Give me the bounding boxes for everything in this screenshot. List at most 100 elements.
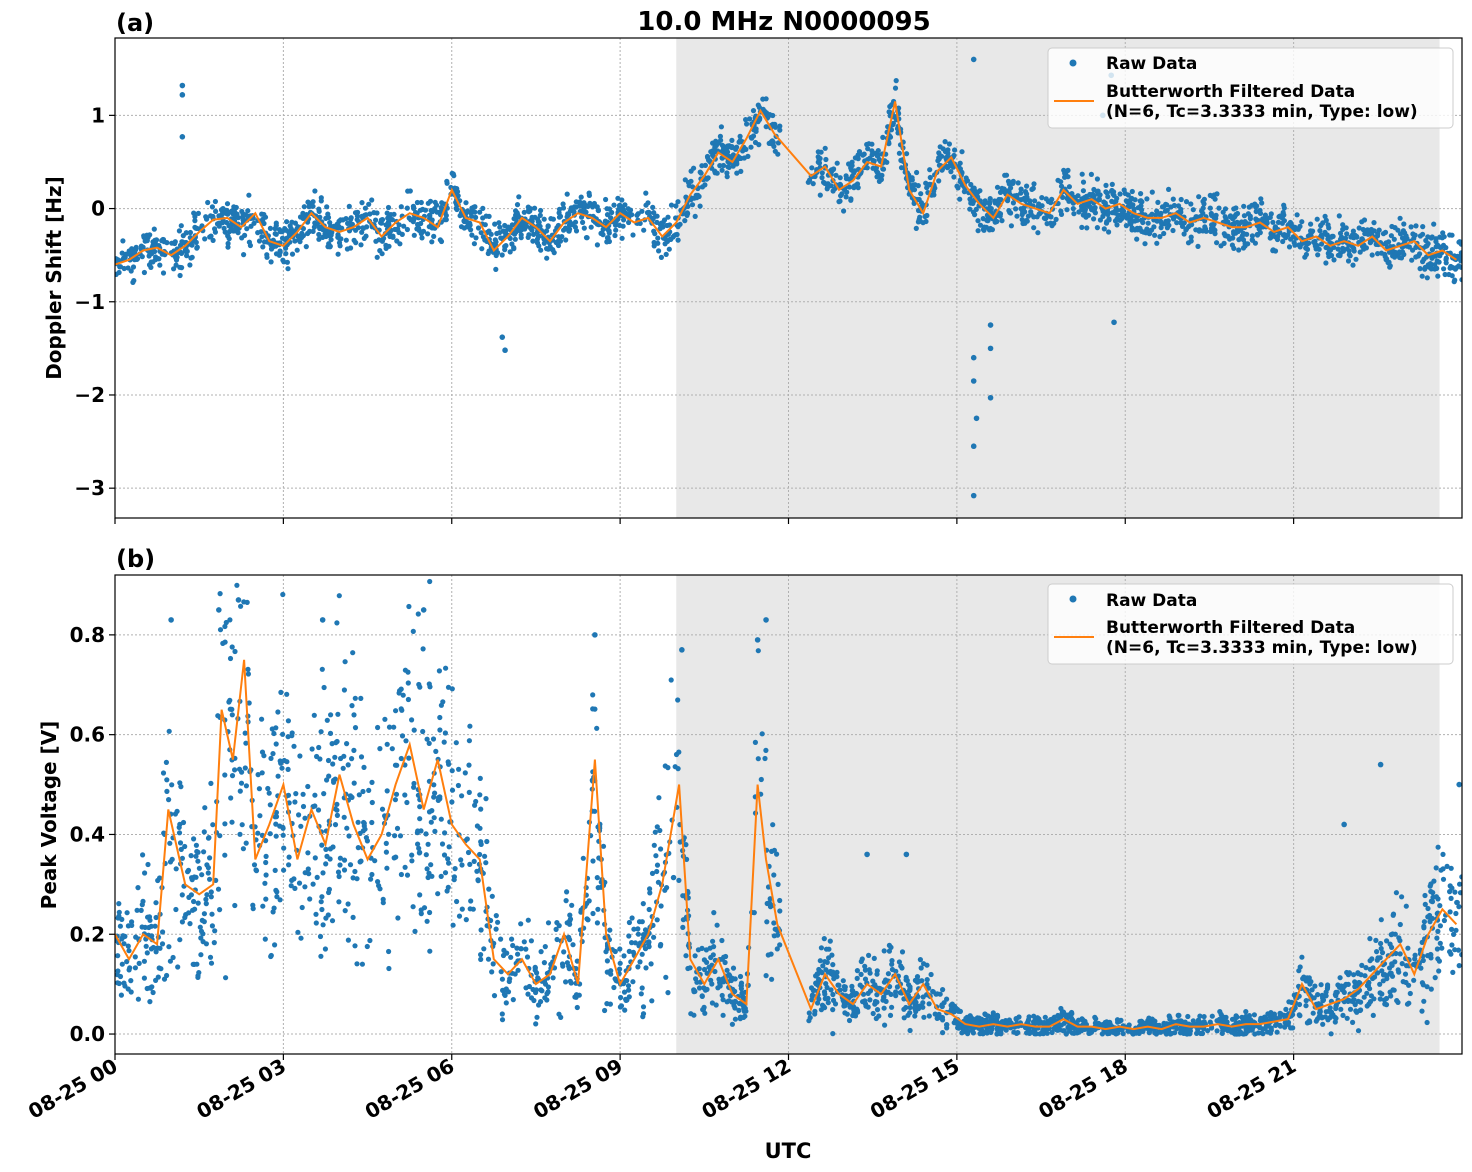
panel-a-raw-point xyxy=(675,199,681,205)
panel-b-raw-point xyxy=(302,815,308,821)
panel-a-raw-point xyxy=(605,235,611,241)
panel-b-raw-point xyxy=(239,822,245,828)
panel-b-raw-point xyxy=(398,706,404,712)
panel-a-raw-point xyxy=(641,227,647,233)
panel-b-grid xyxy=(114,575,1462,1054)
panel-a-raw-point xyxy=(996,197,1002,203)
panel-b-raw-point xyxy=(209,923,215,929)
panel-a-raw-point xyxy=(485,250,491,257)
panel-a-raw-point xyxy=(621,217,627,223)
panel-b-raw-point xyxy=(406,603,412,610)
panel-a-raw-point xyxy=(1397,231,1404,237)
panel-b-raw-point xyxy=(1399,894,1405,900)
panel-a-raw-point xyxy=(612,232,618,239)
panel-a-raw-point xyxy=(344,246,350,252)
panel-a-raw-point xyxy=(1401,221,1407,227)
panel-a-raw-point xyxy=(729,144,735,150)
panel-b-raw-point xyxy=(777,908,783,914)
panel-b-raw-point xyxy=(157,875,163,881)
panel-b-raw-point xyxy=(1418,965,1424,971)
panel-a-raw-point xyxy=(1103,182,1109,188)
panel-a-raw-point xyxy=(502,247,508,253)
panel-b-raw-point xyxy=(313,911,319,917)
panel-b-raw-point xyxy=(400,692,406,698)
panel-b-raw-point xyxy=(651,842,657,848)
panel-b-raw-point xyxy=(242,765,248,771)
panel-a-raw-point xyxy=(1091,216,1097,222)
panel-a-raw-point xyxy=(1129,227,1135,233)
panel-b-raw-point xyxy=(534,1014,540,1020)
panel-a-raw-point xyxy=(1065,167,1071,173)
panel-b-raw-point xyxy=(459,906,465,912)
panel-b-raw-point xyxy=(774,946,780,952)
panel-a-raw-point xyxy=(194,225,200,231)
panel-b-raw-point xyxy=(485,956,492,962)
panel-a-raw-point xyxy=(1058,208,1064,214)
panel-b-raw-point xyxy=(384,788,390,794)
panel-a-raw-point xyxy=(420,206,426,212)
panel-a-raw-point xyxy=(1084,225,1090,231)
panel-b-raw-point xyxy=(1197,1013,1203,1019)
panel-b-raw-point xyxy=(528,995,535,1001)
panel-a-raw-point xyxy=(837,181,843,187)
panel-b-raw-point xyxy=(755,756,761,762)
panel-b-raw-point xyxy=(1324,986,1330,992)
panel-a-raw-point xyxy=(1200,205,1206,211)
panel-b-raw-point xyxy=(940,987,946,993)
panel-b-raw-point xyxy=(637,959,643,965)
panel-b-raw-point xyxy=(260,903,266,909)
panel-b-raw-point xyxy=(489,893,495,899)
panel-b-raw-point xyxy=(1377,981,1383,987)
panel-b-raw-point xyxy=(877,986,884,992)
panel-b-raw-point xyxy=(554,920,560,926)
panel-b-raw-point xyxy=(1257,1024,1263,1031)
panel-b-raw-point xyxy=(1320,997,1327,1003)
panel-b-raw-point xyxy=(647,886,653,892)
panel-a-raw-point xyxy=(1287,219,1293,226)
panel-b-raw-point xyxy=(311,712,317,718)
panel-a-raw-point xyxy=(1409,257,1415,263)
panel-b-raw-point xyxy=(227,706,233,712)
panel-b-raw-point xyxy=(320,922,326,928)
panel-b-raw-point xyxy=(970,1018,977,1024)
panel-b-raw-point xyxy=(1358,972,1364,978)
panel-a-raw-point xyxy=(1413,244,1419,250)
panel-b-raw-point xyxy=(351,780,357,786)
panel-a-raw-point xyxy=(1079,196,1085,202)
panel-a-raw-point xyxy=(351,237,357,243)
panel-a-raw-point xyxy=(1232,213,1238,219)
panel-a-raw-point xyxy=(480,205,486,211)
panel-a-raw-point xyxy=(1066,197,1072,203)
panel-a-raw-point xyxy=(1013,206,1019,212)
panel-b-raw-point xyxy=(692,988,698,995)
panel-a-raw-point xyxy=(1144,228,1150,234)
panel-b-raw-point xyxy=(692,953,698,959)
panel-a-raw-point xyxy=(212,226,218,232)
panel-a-raw-point xyxy=(210,237,216,243)
panel-b-raw-point xyxy=(763,973,769,979)
panel-a-raw-point xyxy=(1004,197,1011,203)
panel-a-raw-point xyxy=(133,244,139,250)
panel-a-raw-point xyxy=(1010,178,1016,184)
panel-b-raw-point xyxy=(295,929,301,935)
panel-a-raw-point xyxy=(216,223,222,229)
panel-a-raw-point xyxy=(989,227,996,233)
panel-b-raw-point xyxy=(965,1031,971,1037)
panel-a-raw-point xyxy=(328,237,334,243)
panel-a-legend-filtered-label: Butterworth Filtered Data xyxy=(1106,82,1355,102)
panel-b-raw-point xyxy=(237,831,243,837)
panel-a-raw-point xyxy=(560,201,566,207)
panel-a-raw-point xyxy=(1260,216,1266,222)
panel-a-raw-point xyxy=(880,134,886,140)
panel-b-raw-point xyxy=(767,904,774,910)
panel-a-raw-point xyxy=(724,170,730,176)
panel-a-raw-point xyxy=(1294,212,1300,218)
panel-a-raw-point xyxy=(1210,194,1216,200)
panel-b-raw-point xyxy=(1126,1022,1132,1028)
panel-b-raw-point xyxy=(611,984,617,991)
panel-a-raw-point xyxy=(913,225,919,231)
panel-a-raw-point xyxy=(1080,179,1087,185)
panel-b-raw-point xyxy=(204,892,210,898)
panel-a-raw-point xyxy=(444,180,450,186)
panel-a-raw-point xyxy=(569,222,575,228)
